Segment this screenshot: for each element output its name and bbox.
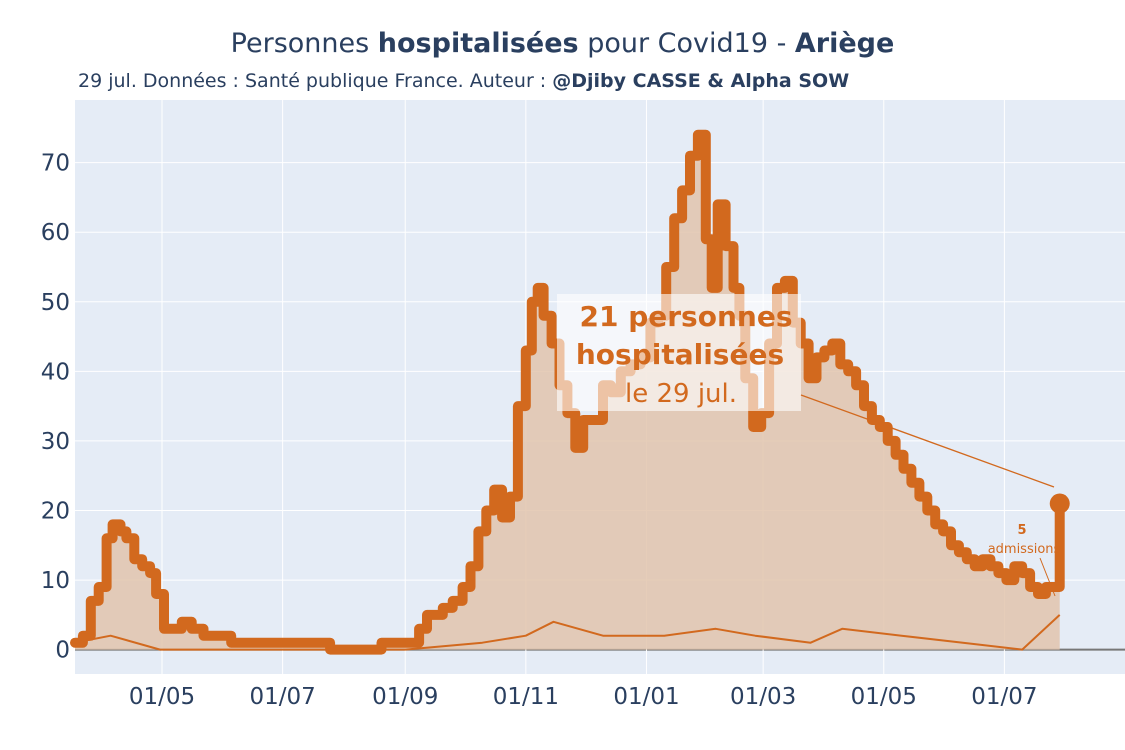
annotation-line-2: hospitalisées — [576, 338, 784, 371]
annotation-line-3: le 29 jul. — [625, 379, 737, 409]
axis-layer: 0 10 20 30 40 50 60 70 01/05 01/07 01/09 01/11 01/01… — [41, 151, 1038, 710]
y-tick-label-1: 10 — [41, 568, 70, 594]
y-tick-label-2: 20 — [41, 498, 70, 524]
y-tick-label-7: 70 — [41, 151, 70, 177]
x-tick-label-7: 01/07 — [971, 684, 1037, 710]
x-tick-label-0: 01/05 — [129, 684, 195, 710]
x-tick-label-5: 01/03 — [730, 684, 796, 710]
y-tick-label-4: 40 — [41, 359, 70, 385]
admissions-line — [74, 614, 1061, 651]
x-tick-label-1: 01/07 — [249, 684, 315, 710]
admissions-arrow — [1039, 557, 1056, 597]
y-tick-label-6: 60 — [41, 220, 70, 246]
x-tick-label-4: 01/01 — [613, 684, 679, 710]
admissions-label: admissions — [988, 542, 1061, 557]
y-tick-label-0: 0 — [55, 638, 70, 664]
annotation-line-1: 21 personnes — [580, 300, 793, 333]
admissions-value: 5 — [1017, 523, 1026, 538]
x-tick-label-6: 01/05 — [851, 684, 917, 710]
annotation-background — [557, 294, 801, 411]
last-point-marker — [1049, 493, 1070, 514]
x-tick-label-3: 01/11 — [493, 684, 559, 710]
annotation-box: 21 personnes hospitalisées le 29 jul. — [557, 294, 801, 411]
y-tick-label-5: 50 — [41, 290, 70, 316]
x-tick-label-2: 01/09 — [372, 684, 438, 710]
annotation-arrow — [800, 394, 1055, 488]
chart-title: Personnes hospitalisées pour Covid19 - A… — [230, 28, 895, 59]
chart-subtitle: 29 jul. Données : Santé publique France.… — [78, 70, 850, 92]
y-tick-label-3: 30 — [41, 429, 70, 455]
